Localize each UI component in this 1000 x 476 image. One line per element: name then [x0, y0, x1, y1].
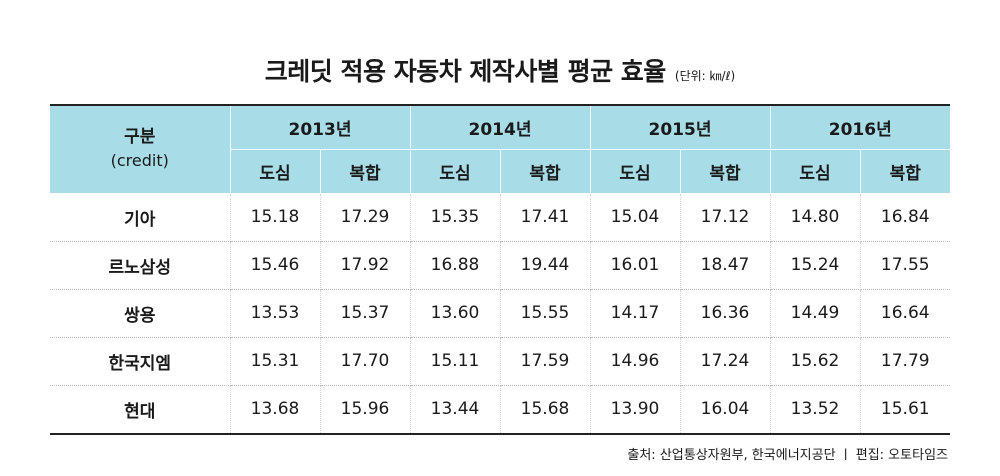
maker-name: 현대 [50, 385, 231, 435]
header-category-en: (credit) [110, 151, 169, 171]
efficiency-value: 14.49 [770, 289, 861, 338]
maker-name: 한국지엠 [50, 337, 231, 386]
efficiency-value: 15.46 [230, 241, 321, 290]
efficiency-value: 15.55 [500, 289, 591, 338]
table-title: 크레딧 적용 자동차 제작사별 평균 효율 (단위: ㎞/ℓ) [0, 52, 1000, 88]
table-row: 르노삼성 15.46 17.92 16.88 19.44 16.01 18.47 15.24 1… [50, 241, 950, 290]
efficiency-value: 17.79 [860, 337, 950, 386]
table-body: 기아 15.18 17.29 15.35 17.41 15.04 17.12 14.80 16.… [50, 193, 950, 435]
maker-name: 쌍용 [50, 289, 231, 338]
efficiency-value: 17.59 [500, 337, 591, 386]
efficiency-value: 14.17 [590, 289, 681, 338]
efficiency-value: 13.68 [230, 385, 321, 435]
efficiency-value: 17.12 [680, 193, 771, 242]
efficiency-value: 13.53 [230, 289, 321, 338]
efficiency-value: 17.41 [500, 193, 591, 242]
header-year: 2015년 [590, 104, 771, 150]
table-row: 쌍용 13.53 15.37 13.60 15.55 14.17 16.36 14.49 16.… [50, 289, 950, 338]
header-year: 2016년 [770, 104, 950, 150]
header-year: 2014년 [410, 104, 591, 150]
header-combined: 복합 [860, 149, 950, 194]
efficiency-value: 16.84 [860, 193, 950, 242]
efficiency-value: 19.44 [500, 241, 591, 290]
efficiency-value: 17.24 [680, 337, 771, 386]
efficiency-value: 13.90 [590, 385, 681, 435]
header-combined: 복합 [500, 149, 591, 194]
efficiency-value: 15.04 [590, 193, 681, 242]
table-row: 한국지엠 15.31 17.70 15.11 17.59 14.96 17.24 15.62 1… [50, 337, 950, 386]
efficiency-value: 13.44 [410, 385, 501, 435]
efficiency-value: 17.92 [320, 241, 411, 290]
efficiency-value: 16.64 [860, 289, 950, 338]
table-row: 기아 15.18 17.29 15.35 17.41 15.04 17.12 14.80 16.… [50, 193, 950, 242]
efficiency-value: 15.24 [770, 241, 861, 290]
efficiency-value: 15.35 [410, 193, 501, 242]
unit-label: (단위: ㎞/ℓ) [674, 69, 736, 83]
title-text: 크레딧 적용 자동차 제작사별 평균 효율 [264, 57, 667, 86]
efficiency-value: 15.61 [860, 385, 950, 435]
efficiency-value: 15.11 [410, 337, 501, 386]
header-combined: 복합 [680, 149, 771, 194]
efficiency-value: 14.80 [770, 193, 861, 242]
header-city: 도심 [230, 149, 321, 194]
efficiency-value: 13.52 [770, 385, 861, 435]
efficiency-value: 17.70 [320, 337, 411, 386]
header-category: 구분 (credit) [50, 104, 231, 194]
header-city: 도심 [590, 149, 681, 194]
header-row-years: 구분 (credit) 2013년 2014년 2015년 2016년 [50, 104, 950, 194]
efficiency-value: 15.37 [320, 289, 411, 338]
efficiency-value: 16.36 [680, 289, 771, 338]
efficiency-value: 15.31 [230, 337, 321, 386]
header-year: 2013년 [230, 104, 411, 150]
header-category-label: 구분 [124, 127, 156, 148]
efficiency-value: 15.18 [230, 193, 321, 242]
efficiency-value: 17.29 [320, 193, 411, 242]
efficiency-value: 16.88 [410, 241, 501, 290]
efficiency-value: 13.60 [410, 289, 501, 338]
header-city: 도심 [410, 149, 501, 194]
efficiency-value: 15.62 [770, 337, 861, 386]
header-city: 도심 [770, 149, 861, 194]
efficiency-value: 16.04 [680, 385, 771, 435]
efficiency-value: 15.96 [320, 385, 411, 435]
maker-name: 르노삼성 [50, 241, 231, 290]
maker-name: 기아 [50, 193, 231, 242]
efficiency-value: 14.96 [590, 337, 681, 386]
source-note: 출처: 산업통상자원부, 한국에너지공단 ㅣ 편집: 오토타임즈 [627, 448, 948, 463]
efficiency-value: 17.55 [860, 241, 950, 290]
efficiency-value: 15.68 [500, 385, 591, 435]
efficiency-value: 16.01 [590, 241, 681, 290]
efficiency-value: 18.47 [680, 241, 771, 290]
efficiency-table: 구분 (credit) 2013년 2014년 2015년 2016년 도심 복… [50, 104, 950, 435]
header-combined: 복합 [320, 149, 411, 194]
table-row: 현대 13.68 15.96 13.44 15.68 13.90 16.04 13.52 15.… [50, 385, 950, 435]
header-row-sub: 도심 복합 도심 복합 도심 복합 도심 복합 [50, 149, 950, 194]
